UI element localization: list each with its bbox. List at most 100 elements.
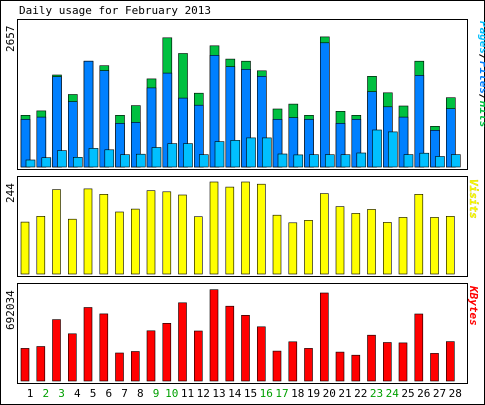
kbytes-bar	[304, 348, 313, 382]
kbytes-bar	[398, 342, 408, 382]
kbytes-bar	[68, 333, 77, 382]
visits-bar	[241, 181, 250, 275]
day-label: 17	[275, 387, 288, 400]
day-label: 28	[449, 387, 462, 400]
kbytes-bar	[83, 307, 93, 382]
visits-bar	[99, 194, 109, 275]
legend-files: Files	[477, 61, 485, 94]
files-bar	[398, 116, 409, 168]
pages-bar	[419, 152, 430, 168]
visits-bar	[36, 216, 46, 275]
day-label: 25	[401, 387, 414, 400]
day-label: 2	[42, 387, 49, 400]
legend-visits: Visits	[467, 179, 480, 219]
files-bar	[445, 108, 456, 168]
pages-bar	[120, 154, 130, 168]
legend-sep-2: /	[477, 94, 485, 101]
files-bar	[162, 72, 173, 168]
visits-bar	[414, 194, 424, 275]
day-label: 27	[433, 387, 446, 400]
files-bar	[256, 76, 267, 168]
day-label: 10	[165, 387, 178, 400]
pages-bar	[199, 154, 209, 168]
pages-bar	[41, 157, 52, 168]
pages-bar	[246, 137, 256, 168]
pages-bar	[356, 152, 367, 168]
pages-bar	[214, 141, 225, 168]
day-label: 22	[354, 387, 367, 400]
visits-bar	[115, 211, 124, 275]
legend-sep-1: /	[477, 54, 485, 61]
legend-hits: Hits	[477, 100, 485, 128]
files-bar	[178, 97, 188, 168]
legend-kbytes: KBytes	[467, 285, 480, 326]
kbytes-bar	[99, 313, 109, 382]
pages-bar	[372, 129, 382, 168]
kbytes-bar	[382, 342, 392, 382]
pages-bar	[450, 154, 461, 168]
files-bar	[36, 116, 47, 168]
kbytes-bar	[20, 348, 30, 382]
day-label: 24	[386, 387, 400, 400]
day-label: 23	[370, 387, 383, 400]
files-bar	[319, 42, 330, 168]
kbytes-bar	[36, 346, 46, 382]
kbytes-bar	[430, 353, 439, 382]
pages-bar	[340, 154, 351, 168]
pages-bar	[261, 137, 272, 168]
pages-bar	[435, 156, 445, 168]
day-label: 12	[197, 387, 210, 400]
day-label: 9	[153, 387, 160, 400]
pages-bar	[136, 153, 146, 168]
visits-bar	[430, 217, 439, 275]
day-label: 26	[417, 387, 430, 400]
files-bar	[83, 60, 94, 168]
visits-bar	[178, 194, 187, 275]
kbytes-bar	[209, 289, 219, 382]
day-label: 20	[323, 387, 336, 400]
kbytes-bar	[414, 313, 424, 382]
day-label: 1	[27, 387, 34, 400]
visits-bar	[304, 220, 313, 275]
files-bar	[430, 130, 440, 168]
visits-bar	[351, 213, 361, 275]
files-bar	[99, 70, 110, 168]
visits-bar	[146, 190, 156, 275]
day-label: 7	[121, 387, 128, 400]
day-label: 13	[212, 387, 225, 400]
visits-bar	[288, 222, 298, 275]
kbytes-bar	[131, 351, 140, 382]
files-bar	[367, 91, 377, 168]
files-bar	[146, 87, 157, 168]
pages-bar	[167, 143, 178, 168]
files-bar	[194, 104, 204, 168]
kbytes-bar	[162, 322, 172, 382]
pages-bar	[57, 150, 67, 168]
visits-bar	[272, 214, 282, 275]
kbytes-bar	[335, 351, 345, 382]
kbytes-bar	[146, 330, 156, 382]
day-label: 14	[228, 387, 242, 400]
hits-files-pages-bars	[20, 36, 461, 168]
files-bar	[272, 119, 283, 168]
files-bar	[304, 119, 314, 168]
legend-pages: Pages	[477, 21, 485, 54]
kbytes-bar	[288, 341, 298, 382]
files-bar	[351, 119, 362, 168]
kbytes-bar	[52, 319, 61, 382]
pages-bar	[88, 148, 99, 168]
day-label: 8	[137, 387, 144, 400]
visits-bar	[20, 221, 30, 275]
files-bar	[209, 54, 220, 168]
day-label: 16	[260, 387, 273, 400]
visits-bar	[68, 218, 77, 275]
pages-bar	[151, 147, 162, 168]
visits-bars	[20, 181, 455, 275]
visits-bar	[445, 216, 455, 275]
visits-bar	[382, 222, 392, 275]
pages-bar	[324, 154, 335, 168]
files-bar	[115, 123, 125, 168]
pages-bar	[387, 131, 398, 168]
